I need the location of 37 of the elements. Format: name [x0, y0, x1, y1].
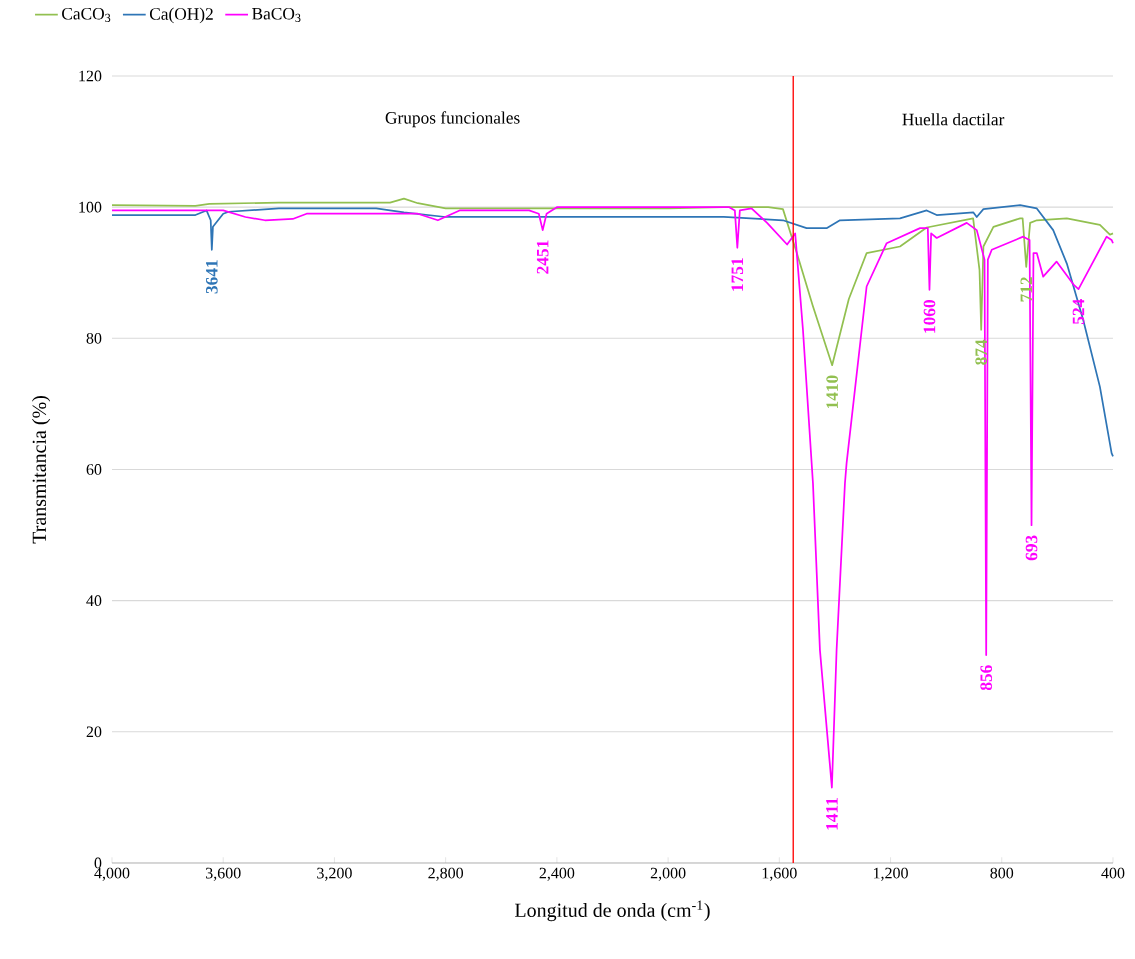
x-tick-label: 400	[1101, 867, 1125, 879]
annotation: 1751	[731, 258, 744, 291]
annotation: 1411	[826, 798, 838, 830]
annotation: 2451	[536, 240, 549, 274]
annotation: 712	[1020, 277, 1032, 302]
x-tick-label: 1,600	[762, 867, 797, 881]
x-tick-label: 3,600	[205, 867, 241, 881]
line-series	[111, 206, 1114, 789]
annotation: 1410	[826, 375, 838, 409]
legend-label: CaCO$_{3}$	[62, 7, 111, 23]
y-tick-label: 20	[86, 726, 102, 738]
y-tick-label: 120	[79, 70, 102, 82]
legend-label: Ca(OH)2	[149, 7, 213, 24]
y-tick-label: 100	[79, 201, 102, 213]
x-tick-label: 4,000	[94, 867, 130, 881]
annotation: Grupos funcionales	[385, 111, 520, 128]
x-tick-label: 3,200	[317, 867, 352, 881]
legend-label: BaCO$_{3}$	[252, 7, 301, 23]
annotation: 856	[980, 665, 993, 691]
x-tick-label: 1,200	[873, 867, 908, 881]
annotation: 1060	[923, 300, 936, 333]
annotation: Huella dactilar	[902, 113, 1005, 126]
x-tick-label: 800	[990, 867, 1014, 879]
x-tick-label: 2,000	[650, 867, 686, 881]
x-tick-label: 2,400	[539, 867, 575, 881]
annotation: 874	[975, 339, 988, 365]
x-tick-label: 2,800	[428, 867, 464, 881]
y-tick-label: 60	[86, 464, 102, 475]
y-tick-label: 40	[86, 595, 102, 607]
y-tick-label: 0	[94, 857, 102, 869]
annotation: 3641	[205, 260, 218, 294]
line-series	[111, 197, 1114, 367]
y-axis-title: Transmitancia (%)	[32, 396, 51, 544]
x-axis-title: Longitud de onda (cm$^{-1}$)	[514, 900, 710, 922]
annotation: 693	[1025, 535, 1038, 561]
y-tick-label: 80	[86, 332, 102, 344]
annotation: 524	[1072, 299, 1085, 325]
